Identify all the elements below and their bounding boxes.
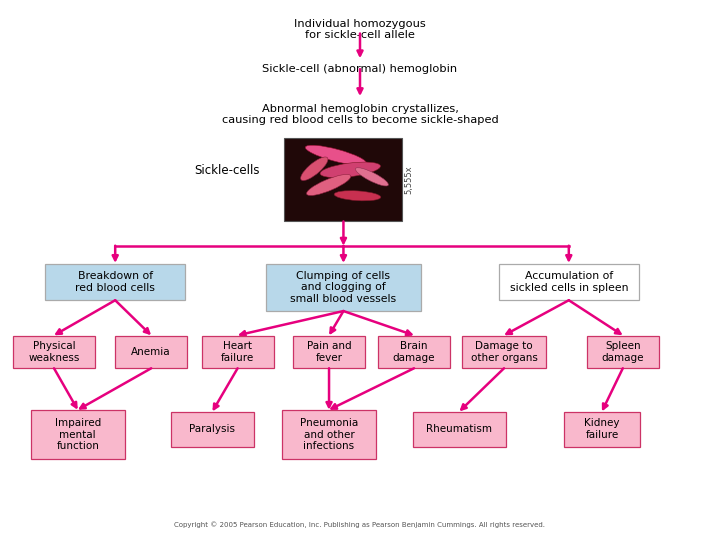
FancyBboxPatch shape <box>413 411 506 447</box>
Text: Brain
damage: Brain damage <box>392 341 436 363</box>
FancyBboxPatch shape <box>202 336 274 368</box>
FancyBboxPatch shape <box>378 336 450 368</box>
FancyBboxPatch shape <box>498 264 639 300</box>
Ellipse shape <box>307 174 351 195</box>
FancyBboxPatch shape <box>282 410 376 459</box>
FancyBboxPatch shape <box>266 264 420 311</box>
Text: Sickle-cells: Sickle-cells <box>194 164 259 177</box>
Text: Accumulation of
sickled cells in spleen: Accumulation of sickled cells in spleen <box>510 271 628 293</box>
Text: Physical
weakness: Physical weakness <box>28 341 80 363</box>
Text: Clumping of cells
and clogging of
small blood vessels: Clumping of cells and clogging of small … <box>290 271 397 304</box>
FancyBboxPatch shape <box>564 411 639 447</box>
Text: 5,555x: 5,555x <box>404 165 413 194</box>
Text: Rheumatism: Rheumatism <box>426 424 492 434</box>
Text: Breakdown of
red blood cells: Breakdown of red blood cells <box>76 271 155 293</box>
FancyBboxPatch shape <box>12 336 95 368</box>
FancyBboxPatch shape <box>587 336 659 368</box>
Ellipse shape <box>356 168 388 186</box>
Text: Anemia: Anemia <box>131 347 171 357</box>
Text: Sickle-cell (abnormal) hemoglobin: Sickle-cell (abnormal) hemoglobin <box>262 64 458 74</box>
Text: Abnormal hemoglobin crystallizes,
causing red blood cells to become sickle-shape: Abnormal hemoglobin crystallizes, causin… <box>222 104 498 125</box>
FancyBboxPatch shape <box>293 336 365 368</box>
Text: Heart
failure: Heart failure <box>221 341 254 363</box>
FancyBboxPatch shape <box>284 138 402 221</box>
Text: Damage to
other organs: Damage to other organs <box>471 341 537 363</box>
Text: Spleen
damage: Spleen damage <box>601 341 644 363</box>
Text: Paralysis: Paralysis <box>189 424 235 434</box>
Text: Impaired
mental
function: Impaired mental function <box>55 418 101 451</box>
FancyBboxPatch shape <box>171 411 253 447</box>
Text: Pain and
fever: Pain and fever <box>307 341 351 363</box>
Ellipse shape <box>320 162 380 178</box>
FancyBboxPatch shape <box>462 336 546 368</box>
Text: Kidney
failure: Kidney failure <box>584 418 620 440</box>
Text: Copyright © 2005 Pearson Education, Inc. Publishing as Pearson Benjamin Cummings: Copyright © 2005 Pearson Education, Inc.… <box>174 522 546 528</box>
Ellipse shape <box>334 191 381 201</box>
FancyBboxPatch shape <box>115 336 187 368</box>
FancyBboxPatch shape <box>31 410 125 459</box>
Text: Individual homozygous
for sickle-cell allele: Individual homozygous for sickle-cell al… <box>294 19 426 40</box>
Ellipse shape <box>305 145 366 165</box>
Ellipse shape <box>301 157 328 180</box>
FancyBboxPatch shape <box>45 264 186 300</box>
Text: Pneumonia
and other
infections: Pneumonia and other infections <box>300 418 358 451</box>
